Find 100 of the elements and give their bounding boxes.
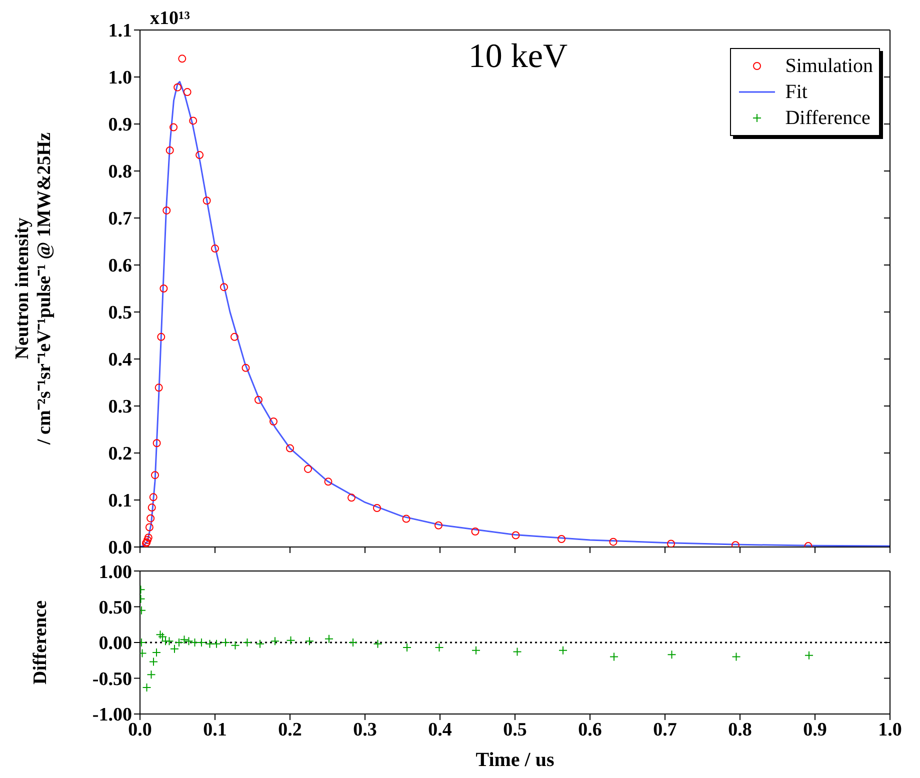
y-tick-label: 0.2 bbox=[108, 444, 132, 465]
x-tick-label: 0.2 bbox=[278, 719, 302, 740]
point bbox=[242, 638, 252, 647]
point bbox=[174, 638, 184, 647]
point bbox=[144, 536, 152, 544]
point bbox=[471, 527, 480, 536]
legend-label: Simulation bbox=[785, 54, 873, 79]
point bbox=[151, 471, 159, 480]
y-tick-label: 0.00 bbox=[98, 633, 132, 654]
point bbox=[149, 493, 158, 502]
x-tick-label: 0.0 bbox=[128, 719, 152, 740]
y-tick-label: 0.3 bbox=[108, 396, 132, 418]
point bbox=[230, 640, 240, 650]
point bbox=[324, 478, 332, 486]
legend-label: Difference bbox=[785, 106, 870, 131]
point bbox=[196, 151, 204, 160]
point bbox=[434, 643, 444, 652]
y-tick-label: 1.0 bbox=[108, 68, 132, 89]
y-tick-label: 0.5 bbox=[108, 302, 132, 324]
y-tick-label: 0.6 bbox=[108, 256, 132, 277]
point bbox=[142, 683, 152, 692]
point bbox=[160, 284, 168, 292]
y-axis-title: Neutron intensity / cm⁻²s⁻¹sr⁻¹eV⁻¹pulse⁻¹ @ 1MW&25Hz bbox=[12, 132, 55, 446]
point bbox=[189, 116, 198, 125]
x-tick-label: 0.4 bbox=[428, 719, 452, 740]
point bbox=[305, 636, 314, 646]
point bbox=[667, 650, 676, 660]
point bbox=[166, 146, 174, 154]
point bbox=[732, 652, 741, 662]
point bbox=[145, 523, 154, 532]
point bbox=[212, 639, 221, 648]
point bbox=[402, 514, 410, 523]
chart-title: 10 keV bbox=[467, 38, 569, 76]
point bbox=[202, 196, 211, 205]
point bbox=[348, 494, 356, 502]
y-tick-label: 0.1 bbox=[108, 490, 132, 512]
point bbox=[804, 650, 814, 660]
point bbox=[373, 639, 382, 648]
y-tick-label: 0.0 bbox=[108, 538, 132, 559]
x-tick-label: 0.8 bbox=[728, 719, 752, 740]
point bbox=[146, 670, 156, 680]
x-tick-label: 0.5 bbox=[503, 719, 527, 740]
y-tick-label: 0.50 bbox=[98, 597, 132, 618]
point bbox=[558, 646, 568, 655]
point bbox=[512, 647, 522, 656]
point bbox=[254, 396, 262, 404]
point bbox=[609, 538, 618, 546]
point bbox=[270, 636, 280, 646]
point bbox=[286, 444, 294, 452]
point bbox=[154, 384, 163, 392]
point bbox=[152, 648, 161, 658]
x-tick-label: 1.0 bbox=[878, 719, 902, 740]
point bbox=[472, 646, 480, 655]
point bbox=[230, 332, 238, 341]
point bbox=[732, 541, 740, 547]
point bbox=[348, 638, 358, 647]
point bbox=[144, 534, 152, 542]
point bbox=[174, 83, 182, 92]
legend-label: Fit bbox=[785, 80, 808, 105]
point bbox=[286, 636, 296, 645]
y-tick-label: -0.50 bbox=[92, 668, 132, 690]
point bbox=[220, 283, 228, 292]
x-tick-label: 0.9 bbox=[803, 719, 827, 740]
point bbox=[270, 418, 278, 426]
point bbox=[512, 531, 520, 540]
x-tick-label: 0.6 bbox=[578, 719, 602, 740]
point bbox=[211, 244, 219, 253]
point bbox=[162, 206, 171, 214]
point bbox=[434, 521, 442, 530]
x-axis-title: Time / us bbox=[476, 749, 554, 771]
point bbox=[170, 644, 179, 654]
point bbox=[610, 652, 618, 662]
point bbox=[324, 634, 334, 644]
point bbox=[148, 504, 156, 512]
point bbox=[221, 638, 230, 647]
point bbox=[256, 639, 264, 648]
point bbox=[152, 439, 161, 448]
x-tick-label: 0.7 bbox=[653, 719, 678, 740]
y-tick-label: 1.00 bbox=[98, 562, 132, 583]
x-tick-label: 0.3 bbox=[353, 719, 377, 740]
point bbox=[205, 639, 214, 648]
point bbox=[558, 535, 566, 544]
text: x10¹³ bbox=[150, 8, 190, 30]
point bbox=[373, 504, 381, 512]
y-tick-label: 0.7 bbox=[108, 208, 132, 230]
point bbox=[178, 54, 186, 63]
point bbox=[149, 657, 158, 666]
point bbox=[304, 464, 312, 473]
point bbox=[146, 514, 155, 522]
y-tick-label: 0.8 bbox=[108, 162, 132, 183]
y-axis-title: Difference bbox=[30, 600, 51, 685]
point bbox=[183, 88, 192, 96]
point bbox=[667, 540, 675, 547]
y-tick-label: 0.9 bbox=[108, 114, 132, 136]
point bbox=[157, 332, 166, 341]
point bbox=[170, 123, 178, 132]
y-tick-label: 1.1 bbox=[108, 20, 132, 42]
point bbox=[402, 643, 412, 652]
point bbox=[242, 364, 250, 372]
x-tick-label: 0.1 bbox=[203, 719, 227, 740]
